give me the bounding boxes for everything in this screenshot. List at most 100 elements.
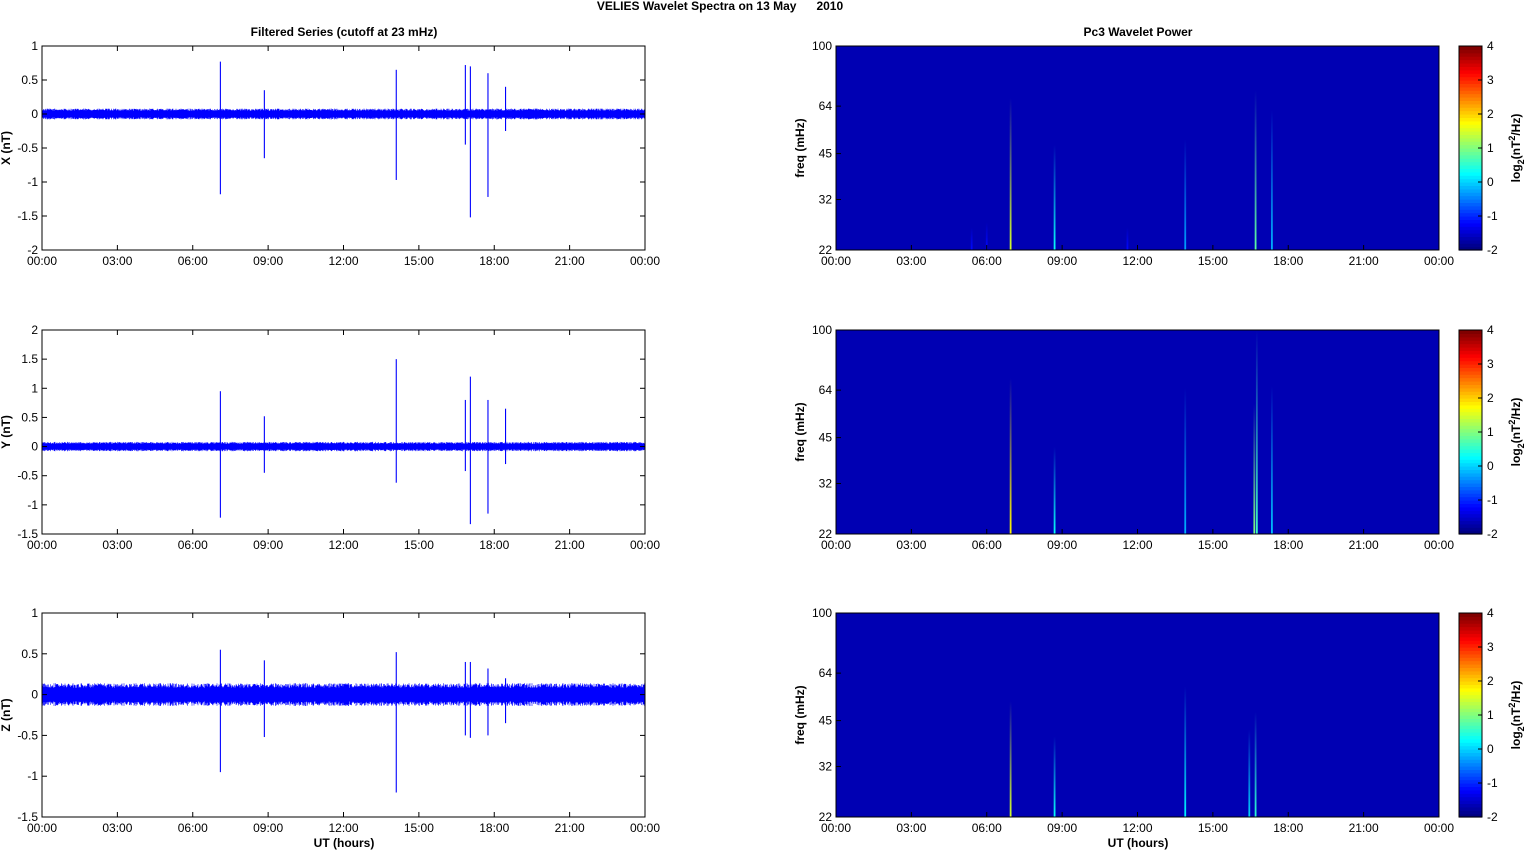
colorbar-segment <box>1459 711 1482 716</box>
xtick-label: 06:00 <box>178 821 208 835</box>
ytick-label: 32 <box>819 760 833 774</box>
colorbar-segment <box>1459 161 1482 166</box>
colorbar-tick-label: -1 <box>1487 493 1498 507</box>
colorbar-segment <box>1459 749 1482 753</box>
power-streak-4 <box>1126 227 1129 250</box>
xtick-label: 18:00 <box>1273 538 1303 552</box>
colorbar-segment <box>1459 793 1482 798</box>
xtick-label: 03:00 <box>896 538 926 552</box>
colorbar-segment <box>1459 769 1482 774</box>
ytick-label: -2 <box>27 243 38 257</box>
xtick-label: 03:00 <box>896 821 926 835</box>
xtick-label: 15:00 <box>404 254 434 268</box>
colorbar-segment <box>1459 779 1482 784</box>
xtick-label: 09:00 <box>253 254 283 268</box>
colorbar-segment <box>1459 168 1482 173</box>
colorbar-segment <box>1459 786 1482 791</box>
colorbar-tick-label: 1 <box>1487 141 1494 155</box>
xtick-label: 03:00 <box>102 538 132 552</box>
colorbar-segment <box>1459 745 1482 750</box>
colorbar-segment <box>1459 626 1482 631</box>
colorbar-segment <box>1459 229 1482 234</box>
ytick-label: 2 <box>31 323 38 337</box>
colorbar-segment <box>1459 408 1482 413</box>
colorbar-segment <box>1459 667 1482 672</box>
colorbar-segment <box>1459 755 1482 760</box>
colorbar-segment <box>1459 650 1482 655</box>
noise-trace <box>41 441 646 452</box>
colorbar-segment <box>1459 343 1482 348</box>
colorbar-tick-label: -1 <box>1487 209 1498 223</box>
ytick-label: 64 <box>819 383 833 397</box>
noise-trace <box>41 683 646 706</box>
ytick-label: 1 <box>31 381 38 395</box>
colorbar-segment <box>1459 442 1482 447</box>
colorbar-segment <box>1459 466 1482 470</box>
colorbar-segment <box>1459 506 1482 511</box>
colorbar-segment <box>1459 759 1482 764</box>
xtick-label: 18:00 <box>479 821 509 835</box>
colorbar-segment <box>1459 236 1482 241</box>
figure-suptitle: VELIES Wavelet Spectra on 13 May 2010 <box>597 0 844 13</box>
power-background <box>836 613 1439 817</box>
colorbar-segment <box>1459 151 1482 156</box>
ytick-label: -1.5 <box>17 209 38 223</box>
colorbar-segment <box>1459 165 1482 169</box>
ytick-label: 1.5 <box>21 352 38 366</box>
colorbar-segment <box>1459 796 1482 801</box>
colorbar-segment <box>1459 178 1482 183</box>
power-streak-0 <box>970 227 973 250</box>
colorbar-tick-label: 4 <box>1487 323 1494 337</box>
colorbar-segment <box>1459 455 1482 460</box>
colorbar-segment <box>1459 188 1482 193</box>
colorbar-segment <box>1459 404 1482 409</box>
axes-frame <box>41 329 646 535</box>
xtick-label: 00:00 <box>1424 821 1454 835</box>
ytick-label: 22 <box>819 243 833 257</box>
ytick-label: 45 <box>819 714 833 728</box>
colorbar-segment <box>1459 418 1482 423</box>
xtick-label: 21:00 <box>1349 254 1379 268</box>
colorbar-segment <box>1459 428 1482 433</box>
power-streak-7 <box>1271 110 1273 251</box>
colorbar-segment <box>1459 222 1482 227</box>
xtick-label: 21:00 <box>1349 538 1379 552</box>
colorbar-segment <box>1459 131 1482 135</box>
colorbar-segment <box>1459 347 1482 351</box>
colorbar-segment <box>1459 90 1482 95</box>
colorbar-segment <box>1459 616 1482 621</box>
colorbar-segment <box>1459 69 1482 74</box>
ylabel: X (nT) <box>0 131 13 165</box>
colorbar-segment <box>1459 691 1482 696</box>
xtick-label: 00:00 <box>27 821 57 835</box>
colorbar-segment <box>1459 452 1482 457</box>
axes-frame <box>41 612 646 818</box>
colorbar-segment <box>1459 73 1482 78</box>
power-streak-5 <box>1184 139 1187 250</box>
colorbar-segment <box>1459 476 1482 481</box>
colorbar-tick-label: 1 <box>1487 425 1494 439</box>
colorbar-segment <box>1459 86 1482 91</box>
power-streak-2 <box>1184 686 1187 817</box>
colorbar-segment <box>1459 800 1482 804</box>
colorbar-segment <box>1459 107 1482 112</box>
ylabel: freq (mHz) <box>793 402 807 461</box>
xtick-label: 21:00 <box>1349 821 1379 835</box>
xtick-label: 00:00 <box>27 254 57 268</box>
colorbar-segment <box>1459 340 1482 345</box>
colorbar-segment <box>1459 483 1482 487</box>
axes-frame <box>41 45 646 251</box>
colorbar-segment <box>1459 701 1482 706</box>
colorbar-segment <box>1459 613 1482 617</box>
colorbar-segment <box>1459 496 1482 501</box>
xtick-label: 00:00 <box>630 538 660 552</box>
xtick-label: 15:00 <box>1198 821 1228 835</box>
colorbar-label: log2(nT2/Hz) <box>1507 681 1526 750</box>
xtick-label: 12:00 <box>328 821 358 835</box>
colorbar-segment <box>1459 127 1482 132</box>
colorbar-tick-label: 0 <box>1487 742 1494 756</box>
xtick-label: 15:00 <box>404 538 434 552</box>
colorbar-segment <box>1459 813 1482 818</box>
